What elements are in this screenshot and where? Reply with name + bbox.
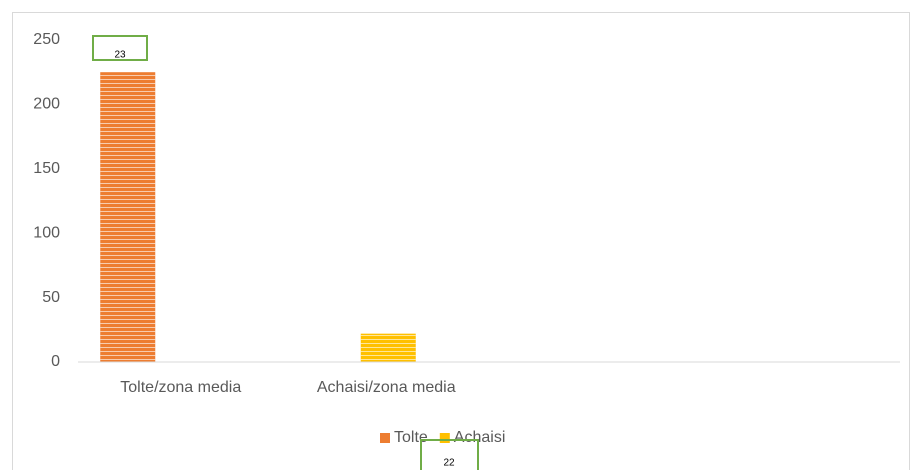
- annotation-box: [92, 35, 148, 61]
- legend-swatch: [380, 433, 390, 443]
- bar-stripes: [100, 72, 156, 362]
- x-tick-label: Achaisi/zona media: [317, 379, 456, 396]
- annotation: 22: [443, 458, 455, 469]
- legend-swatch: [439, 433, 450, 443]
- annotation: 23: [114, 50, 126, 61]
- bar-stripes: [360, 333, 416, 362]
- legend-label: Achaisi: [454, 429, 506, 446]
- y-tick-label: 100: [33, 224, 60, 241]
- legend-label: Tolte: [394, 429, 428, 446]
- y-tick-label: 250: [33, 31, 60, 48]
- y-tick-label: 150: [33, 160, 60, 177]
- x-tick-label: Tolte/zona media: [120, 379, 241, 396]
- y-tick-label: 0: [51, 353, 60, 370]
- y-tick-label: 50: [42, 289, 60, 306]
- annotation-box: [420, 439, 479, 470]
- chart-border: [12, 12, 910, 470]
- y-tick-label: 200: [33, 96, 60, 113]
